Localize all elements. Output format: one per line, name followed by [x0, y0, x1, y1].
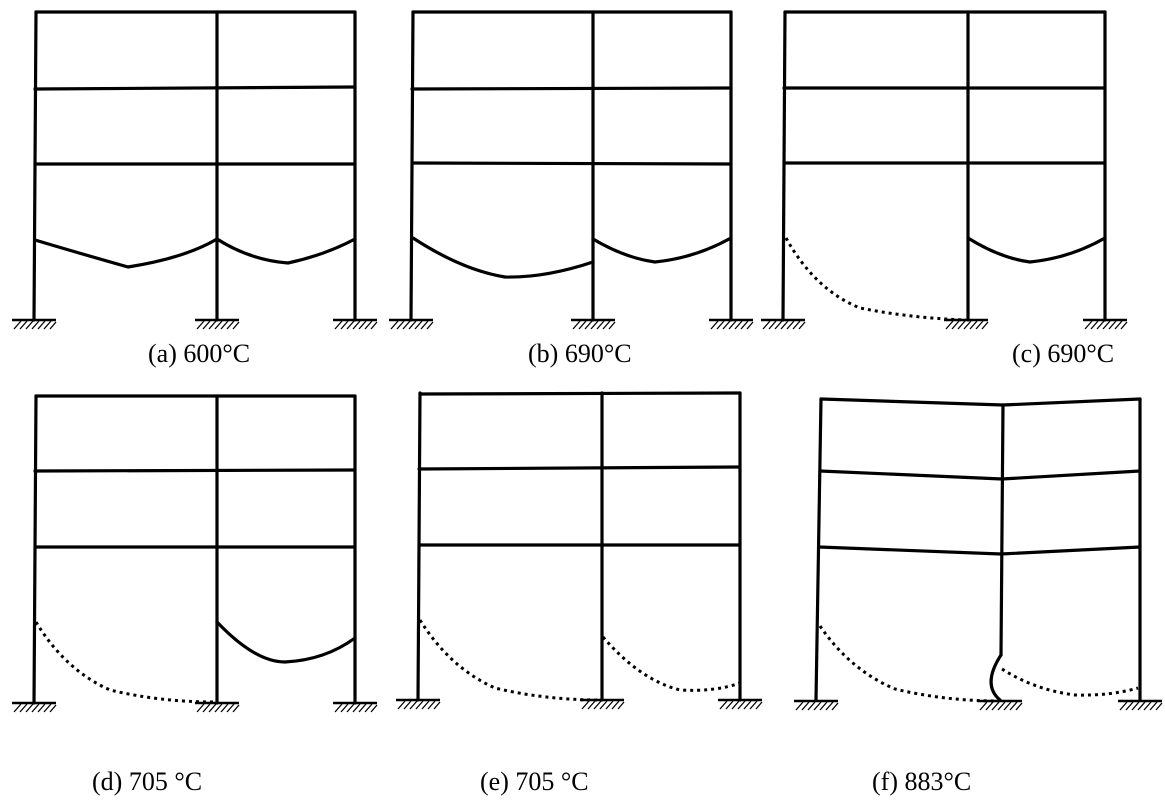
panel-f: (f) 883°C — [792, 397, 1164, 796]
caption-b: (b) 690°C — [528, 339, 632, 368]
frame-d — [32, 394, 357, 705]
frame-f — [814, 397, 1142, 703]
beam-floor-1-right-collapsed — [1001, 667, 1139, 697]
beam-floor-1-left-collapsed — [418, 619, 601, 702]
panel-e: (e) 705 °C — [394, 391, 764, 796]
beam-floor-1-right-sagging — [215, 237, 357, 265]
fixed-support — [1116, 699, 1164, 712]
panel-c: (c) 690°C — [759, 10, 1129, 368]
roof-beam-right — [1001, 397, 1142, 407]
panel-d: (d) 705 °C — [10, 394, 379, 796]
beam-floor-2 — [410, 161, 733, 166]
column-left — [781, 10, 787, 322]
fixed-support — [976, 699, 1024, 712]
beam-floor-1-left-collapsed — [34, 621, 216, 704]
panel-b: (b) 690°C — [387, 10, 755, 368]
roof-beam-left — [819, 397, 1005, 407]
beam-floor-3 — [33, 468, 357, 473]
caption-d: (d) 705 °C — [92, 767, 202, 796]
beam-floor-1-right-collapsed — [601, 636, 741, 692]
beam-floor-3 — [33, 85, 357, 91]
column-left — [32, 10, 38, 322]
caption-a: (a) 600°C — [148, 339, 250, 368]
beam-floor-1-right-sagging — [591, 236, 733, 264]
beam-floor-3 — [417, 465, 742, 471]
beam-floor-2-left — [817, 545, 1003, 556]
frame-e — [416, 391, 742, 702]
column-left — [32, 394, 38, 705]
beam-floor-1-left-sagging — [411, 236, 595, 279]
caption-c: (c) 690°C — [1012, 339, 1114, 368]
beam-floor-1-left-sagging — [33, 237, 219, 269]
fixed-support — [942, 318, 990, 331]
column-middle-top — [999, 403, 1005, 657]
beam-floor-1-right-sagging — [966, 236, 1107, 264]
column-middle-buckled — [989, 653, 1003, 702]
panel-a: (a) 600°C — [10, 10, 379, 368]
beam-floor-1-left-collapsed — [784, 237, 967, 322]
caption-f: (f) 883°C — [872, 767, 971, 796]
roof-beam — [418, 391, 742, 396]
beam-floor-1-right-sagging — [215, 620, 357, 664]
caption-e: (e) 705 °C — [480, 767, 589, 796]
beam-floor-3-right — [1000, 469, 1142, 481]
column-left — [409, 10, 415, 322]
frame-b — [409, 10, 733, 322]
beam-floor-3-left — [818, 469, 1004, 481]
beam-floor-2-right — [999, 545, 1142, 556]
frame-a — [32, 10, 357, 322]
beam-floor-3 — [410, 86, 733, 91]
beam-floor-1-left-collapsed — [818, 625, 1000, 703]
frame-c — [781, 10, 1107, 322]
fixed-support — [792, 699, 840, 712]
column-left — [814, 397, 823, 702]
